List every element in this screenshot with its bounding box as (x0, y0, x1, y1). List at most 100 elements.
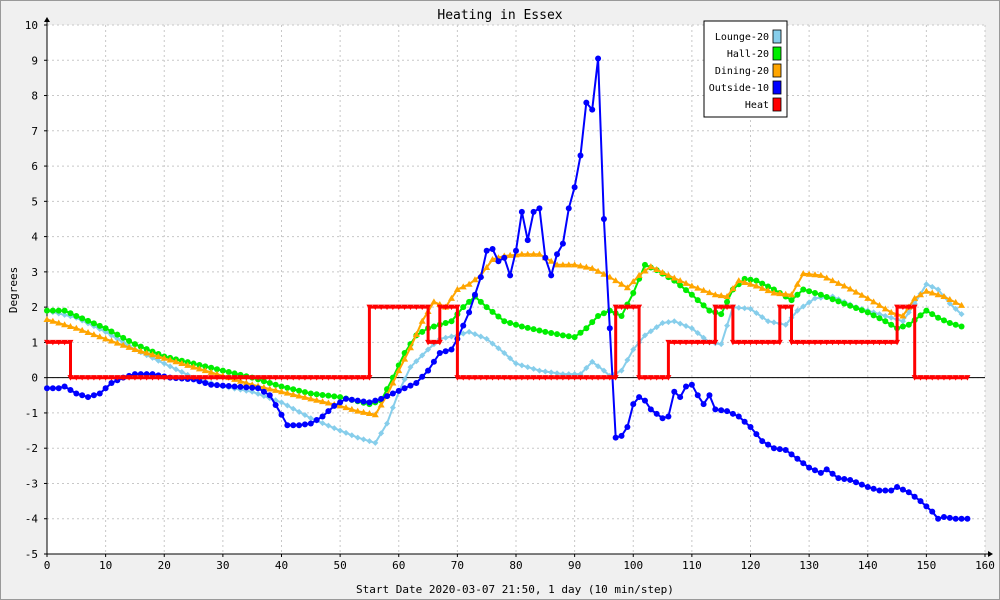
data-point (823, 466, 830, 473)
data-point (342, 429, 349, 436)
data-point (79, 392, 86, 399)
data-point (911, 493, 918, 500)
data-point (120, 375, 127, 381)
data-point (899, 304, 906, 311)
data-point (665, 339, 672, 346)
data-point (600, 310, 607, 317)
data-point (911, 304, 918, 311)
data-point (313, 391, 320, 398)
data-point (389, 390, 396, 397)
data-point (694, 392, 701, 399)
data-point (636, 394, 643, 401)
data-point (489, 256, 497, 263)
data-point (225, 375, 232, 381)
legend-label: Outside-10 (709, 83, 769, 94)
data-point (759, 314, 766, 321)
data-point (835, 298, 842, 305)
legend-swatch (772, 63, 782, 78)
data-point (724, 298, 731, 305)
data-point (735, 277, 743, 284)
data-point (606, 325, 613, 332)
data-point (624, 304, 631, 311)
data-point (518, 323, 525, 330)
data-point (425, 339, 432, 346)
data-point (102, 385, 109, 392)
data-point (202, 379, 209, 386)
data-point (85, 394, 92, 401)
data-point (671, 318, 678, 325)
data-point (518, 375, 525, 381)
data-point (741, 305, 748, 312)
data-point (882, 339, 889, 346)
data-point (683, 287, 690, 294)
data-point (870, 339, 877, 346)
data-point (436, 304, 443, 311)
data-point (647, 263, 655, 270)
data-point (372, 397, 379, 404)
data-point (770, 286, 777, 293)
data-point (542, 328, 549, 335)
data-point (677, 282, 684, 289)
data-point (471, 291, 478, 298)
data-point (905, 489, 912, 496)
data-point (137, 375, 144, 381)
data-point (583, 375, 590, 381)
data-point (73, 312, 80, 319)
data-point (67, 339, 74, 346)
data-point (143, 346, 150, 353)
data-point (242, 379, 250, 386)
data-point (79, 315, 86, 322)
data-point (782, 321, 789, 328)
data-point (43, 315, 51, 322)
data-point (119, 341, 127, 348)
data-point (829, 339, 836, 346)
data-point (612, 304, 619, 311)
data-point (319, 391, 326, 398)
data-point (565, 205, 572, 212)
data-point (471, 375, 478, 381)
data-point (571, 334, 578, 341)
data-point (618, 367, 625, 374)
data-point (929, 508, 936, 515)
data-point (653, 375, 660, 381)
data-point (958, 515, 965, 522)
data-point (894, 339, 901, 346)
data-point (718, 341, 725, 348)
data-point (940, 317, 947, 324)
data-point (395, 367, 403, 374)
x-tick-label: 160 (975, 559, 995, 572)
data-point (448, 333, 455, 340)
data-point (940, 293, 948, 300)
data-point (753, 310, 760, 317)
y-tick-label: 10 (25, 19, 38, 32)
data-point (72, 324, 80, 331)
data-point (653, 266, 661, 273)
data-point (729, 339, 736, 346)
legend-label: Lounge-20 (715, 32, 769, 43)
data-point (384, 393, 391, 400)
data-point (853, 479, 860, 486)
data-point (78, 326, 86, 333)
x-tick-label: 90 (568, 559, 581, 572)
data-point (554, 370, 561, 377)
data-point (102, 375, 109, 381)
data-point (507, 272, 514, 279)
data-point (301, 412, 308, 419)
data-point (137, 343, 144, 350)
data-point (705, 289, 713, 296)
data-point (49, 317, 57, 324)
data-point (923, 307, 930, 314)
data-point (507, 320, 514, 327)
data-point (770, 445, 777, 452)
data-point (66, 323, 74, 330)
data-point (917, 498, 924, 505)
data-point (61, 307, 68, 314)
data-point (466, 298, 473, 305)
data-point (700, 302, 707, 309)
data-point (49, 339, 56, 346)
data-point (290, 405, 297, 412)
data-point (765, 318, 772, 325)
legend-swatch (772, 46, 782, 61)
data-point (430, 339, 437, 346)
x-tick-label: 20 (158, 559, 171, 572)
